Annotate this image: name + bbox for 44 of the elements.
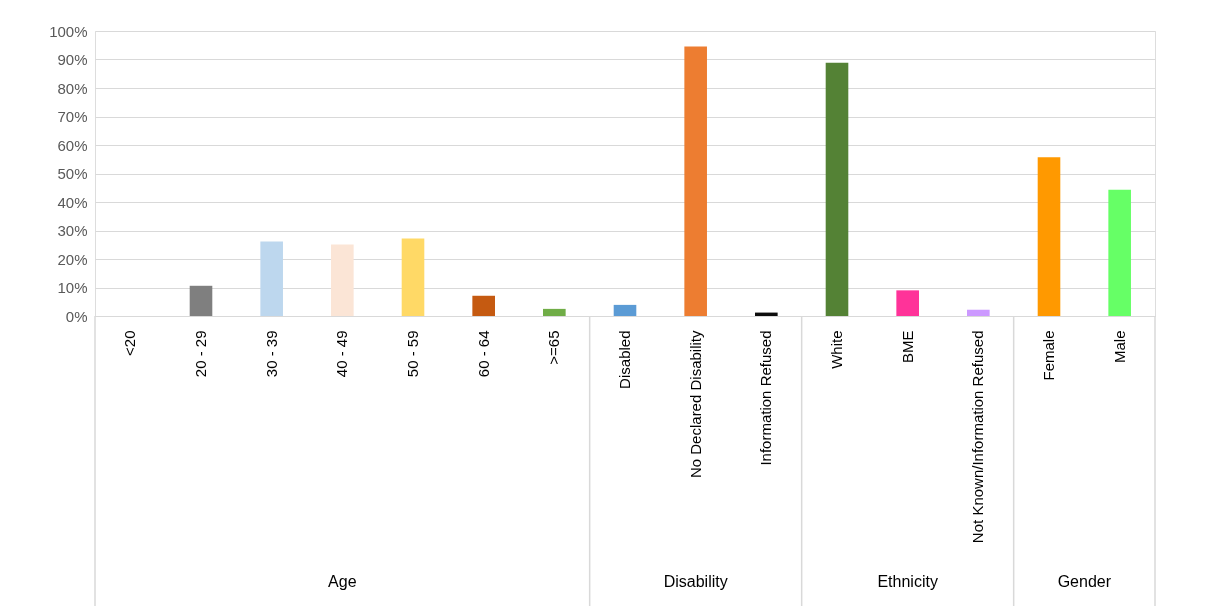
- y-tick-label: 90%: [57, 51, 88, 68]
- bar: [613, 304, 637, 316]
- x-tick-label: Female: [1040, 330, 1057, 381]
- bar: [543, 308, 566, 316]
- text: Age: [328, 573, 357, 590]
- y-tick-label: 100%: [49, 22, 88, 40]
- x-tick-label: Information Refused: [757, 330, 775, 466]
- bar: [684, 46, 707, 316]
- x-tick-label: 40 - 49: [333, 330, 351, 378]
- x-tick-label: Disabled: [616, 330, 633, 389]
- y-tick-label: 20%: [57, 250, 88, 268]
- x-tick-label: 30 - 39: [262, 330, 280, 378]
- x-tick-label: No Declared Disability: [686, 330, 704, 479]
- x-tick-label: 50 - 59: [404, 330, 421, 378]
- y-tick-label: 50%: [57, 165, 88, 182]
- text: Ethnicity: [877, 573, 938, 590]
- bar: [755, 312, 778, 316]
- x-tick-label: 20 - 29: [192, 330, 209, 378]
- y-tick-label: 40%: [57, 193, 88, 211]
- x-tick-label: Male: [1110, 330, 1128, 364]
- x-tick-label: <20: [121, 330, 139, 356]
- bar: [1037, 157, 1061, 316]
- bar: [896, 290, 919, 316]
- bar: [472, 295, 495, 316]
- x-tick-label: >=65: [545, 330, 563, 365]
- y-tick-label: 80%: [57, 79, 88, 97]
- bar: [260, 241, 283, 316]
- bar: [967, 309, 990, 316]
- bar: [1108, 189, 1131, 316]
- y-tick-label: 30%: [57, 222, 88, 239]
- text: Disability: [663, 573, 728, 590]
- text: Gender: [1057, 573, 1112, 590]
- x-tick-label: White: [828, 330, 845, 369]
- y-tick-label: 60%: [57, 136, 88, 154]
- y-tick-label: 0%: [65, 307, 88, 325]
- bar: [331, 244, 354, 316]
- y-tick-label: 70%: [57, 108, 88, 125]
- x-tick-label: BME: [898, 330, 916, 364]
- bar: [401, 238, 425, 316]
- x-tick-label: Not Known/Information Refused: [969, 330, 987, 544]
- x-tick-label: 60 - 64: [474, 330, 492, 378]
- y-tick-label: 10%: [57, 279, 88, 296]
- bar: [189, 285, 213, 316]
- bar: [825, 62, 849, 316]
